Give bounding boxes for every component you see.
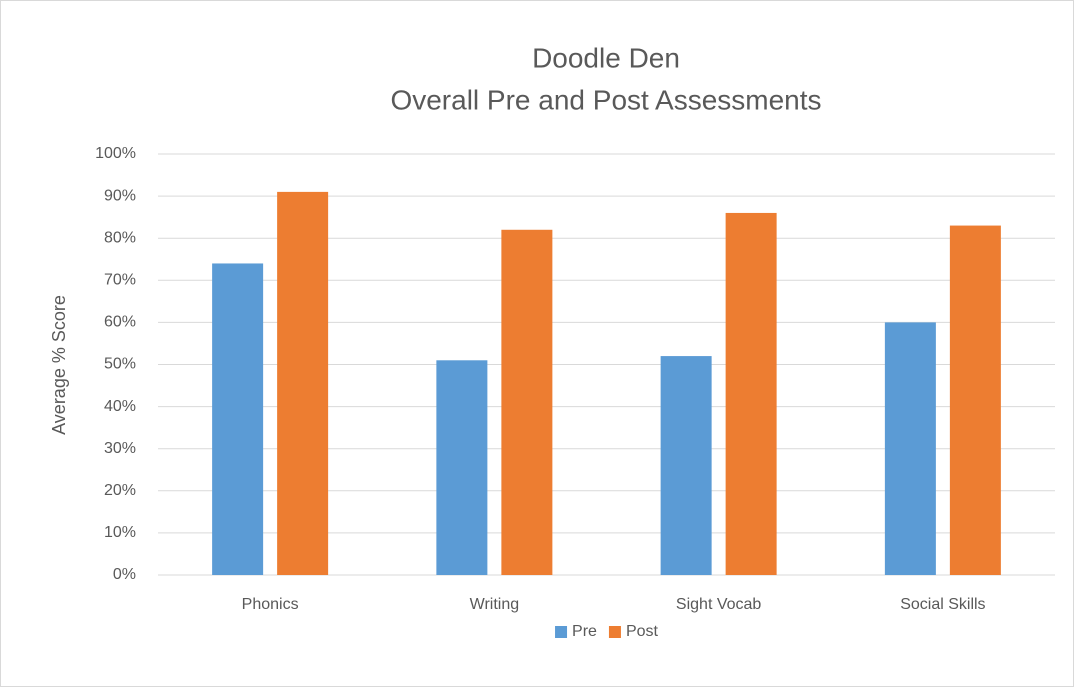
y-tick-label: 50%: [104, 356, 136, 373]
bar: [884, 322, 936, 575]
x-tick-label: Sight Vocab: [676, 596, 762, 613]
y-tick-label: 90%: [104, 187, 136, 204]
legend-swatch: [608, 626, 621, 638]
x-tick-label: Writing: [470, 596, 520, 613]
y-tick-label: 60%: [104, 314, 136, 331]
bar: [436, 360, 488, 575]
y-tick-label: 70%: [104, 272, 136, 289]
x-tick-label: Social Skills: [900, 596, 985, 613]
bar: [725, 212, 777, 575]
y-tick-label: 0%: [113, 566, 136, 583]
y-tick-label: 20%: [104, 482, 136, 499]
legend-label: Post: [626, 623, 659, 640]
y-tick-label: 40%: [104, 398, 136, 415]
chart-title: Doodle Den: [532, 42, 680, 73]
legend-label: Pre: [572, 623, 597, 640]
legend-swatch: [555, 626, 568, 638]
bar: [501, 229, 553, 575]
x-tick-label: Phonics: [242, 596, 299, 613]
y-tick-label: 10%: [104, 524, 136, 541]
y-tick-label: 100%: [95, 145, 136, 162]
bar: [277, 191, 329, 575]
y-tick-label: 80%: [104, 229, 136, 246]
bar: [660, 356, 712, 575]
y-tick-label: 30%: [104, 440, 136, 457]
bar: [949, 225, 1001, 575]
bar: [212, 263, 264, 575]
y-axis-label: Average % Score: [49, 295, 69, 435]
chart-subtitle: Overall Pre and Post Assessments: [390, 84, 821, 115]
